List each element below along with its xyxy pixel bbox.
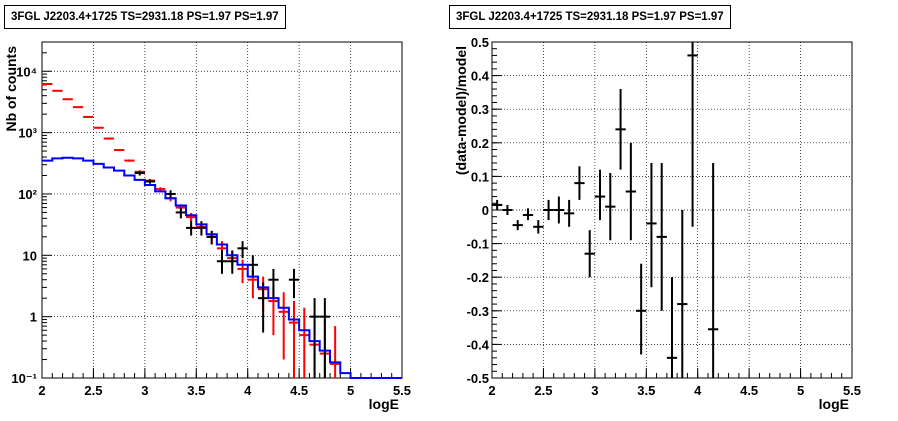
data-point [42,83,53,86]
data-point [299,307,310,378]
y-tick-label: -0.2 [467,270,489,285]
y-tick-label: 1 [30,310,37,325]
data-point [677,210,688,378]
y-tick-label: 10 [23,248,37,263]
data-point [288,268,300,299]
data-point [124,159,135,162]
data-point [247,255,258,277]
y-tick-label: -0.5 [467,371,489,386]
counts-chart: 2 2.5 3 3.5 4 4.5 5 5.5 10⁻¹ 1 10 10² 10³ 10⁴ logE Nb o… [3,41,411,412]
y-tick-label: 0.4 [471,69,490,84]
y-tick-label: -0.3 [467,304,489,319]
data-point [564,199,575,227]
data-point [605,173,616,241]
x-tick-label: 4.5 [290,383,308,398]
model-histogram-line [42,156,402,379]
x-tick-label: 2 [488,383,495,398]
y-tick-label: 10⁻¹ [11,371,37,386]
y-tick-label: 10⁴ [16,64,37,79]
data-point [144,179,156,184]
data-point [492,199,503,210]
data-point [656,162,667,311]
data-point [93,126,104,129]
data-point [72,106,84,109]
data-point [533,220,544,234]
data-point [309,298,320,378]
y-tick-label: 0 [482,203,489,218]
y-axis-label: Nb of counts [3,46,19,132]
data-point [103,137,114,140]
x-tick-label: 3.5 [637,383,655,398]
data-point [543,199,554,221]
residual-chart: 2 2.5 3 3.5 4 4.5 5 5.5 -0.5 -0.4 -0.3 -0.2 -0.1 0 0.1… [453,35,861,412]
x-tick-label: 5 [797,383,804,398]
data-point [319,298,330,378]
data-point [216,250,228,274]
y-tick-label: 0.5 [471,35,489,50]
y-tick-label: 0.1 [471,169,489,184]
data-point [625,142,636,241]
data-point [522,208,534,221]
right-chart-title: 3FGL J2203.4+1725 TS=2931.18 PS=1.97 PS=… [449,5,731,29]
x-tick-label: 2.5 [84,383,102,398]
x-tick-label: 3.5 [187,383,205,398]
data-point [666,277,678,378]
data-point [512,220,523,231]
data-point [553,196,564,224]
y-tick-label: 10² [18,187,37,202]
y-tick-label: 10³ [18,126,37,141]
y-tick-label: 0.2 [471,136,489,151]
data-point [175,207,186,219]
data-point [206,230,217,245]
data-point [502,204,513,216]
data-point [237,259,248,284]
data-point [83,115,94,118]
plot-frame [41,41,403,379]
x-axis-label: logE [819,396,849,412]
x-tick-label: 4 [244,383,252,398]
x-tick-label: 4 [694,383,702,398]
data-point [165,190,176,199]
data-point [288,300,300,378]
data-point [615,89,626,170]
x-tick-label: 3 [591,383,598,398]
data-point [268,268,279,299]
y-tick-label: -0.1 [467,237,489,252]
data-point [186,221,197,236]
data-point [52,89,63,92]
x-tick-label: 5.5 [393,383,411,398]
data-point [687,42,698,227]
data-point [330,326,341,378]
data-point [258,282,269,333]
data-point [584,230,595,278]
data-point [594,169,606,221]
data-point [636,263,647,355]
y-tick-label: -0.4 [467,337,490,352]
y-axis-label: (data-model)/model [453,46,469,175]
x-tick-label: 4.5 [740,383,758,398]
x-tick-label: 5 [347,383,354,398]
data-point [278,292,289,360]
data-point [574,166,585,200]
data-point [646,162,657,288]
x-tick-label: 2.5 [534,383,552,398]
data-point [237,241,248,259]
x-tick-label: 5.5 [843,383,861,398]
x-tick-label: 2 [38,383,45,398]
data-point [708,162,719,378]
left-chart-title: 3FGL J2203.4+1725 TS=2931.18 PS=1.97 PS=… [4,5,286,29]
x-axis-label: logE [369,396,399,412]
data-point [134,170,145,176]
data-point [62,98,73,101]
x-tick-label: 3 [141,383,148,398]
y-tick-label: 0.3 [471,102,489,117]
data-point [114,149,125,152]
